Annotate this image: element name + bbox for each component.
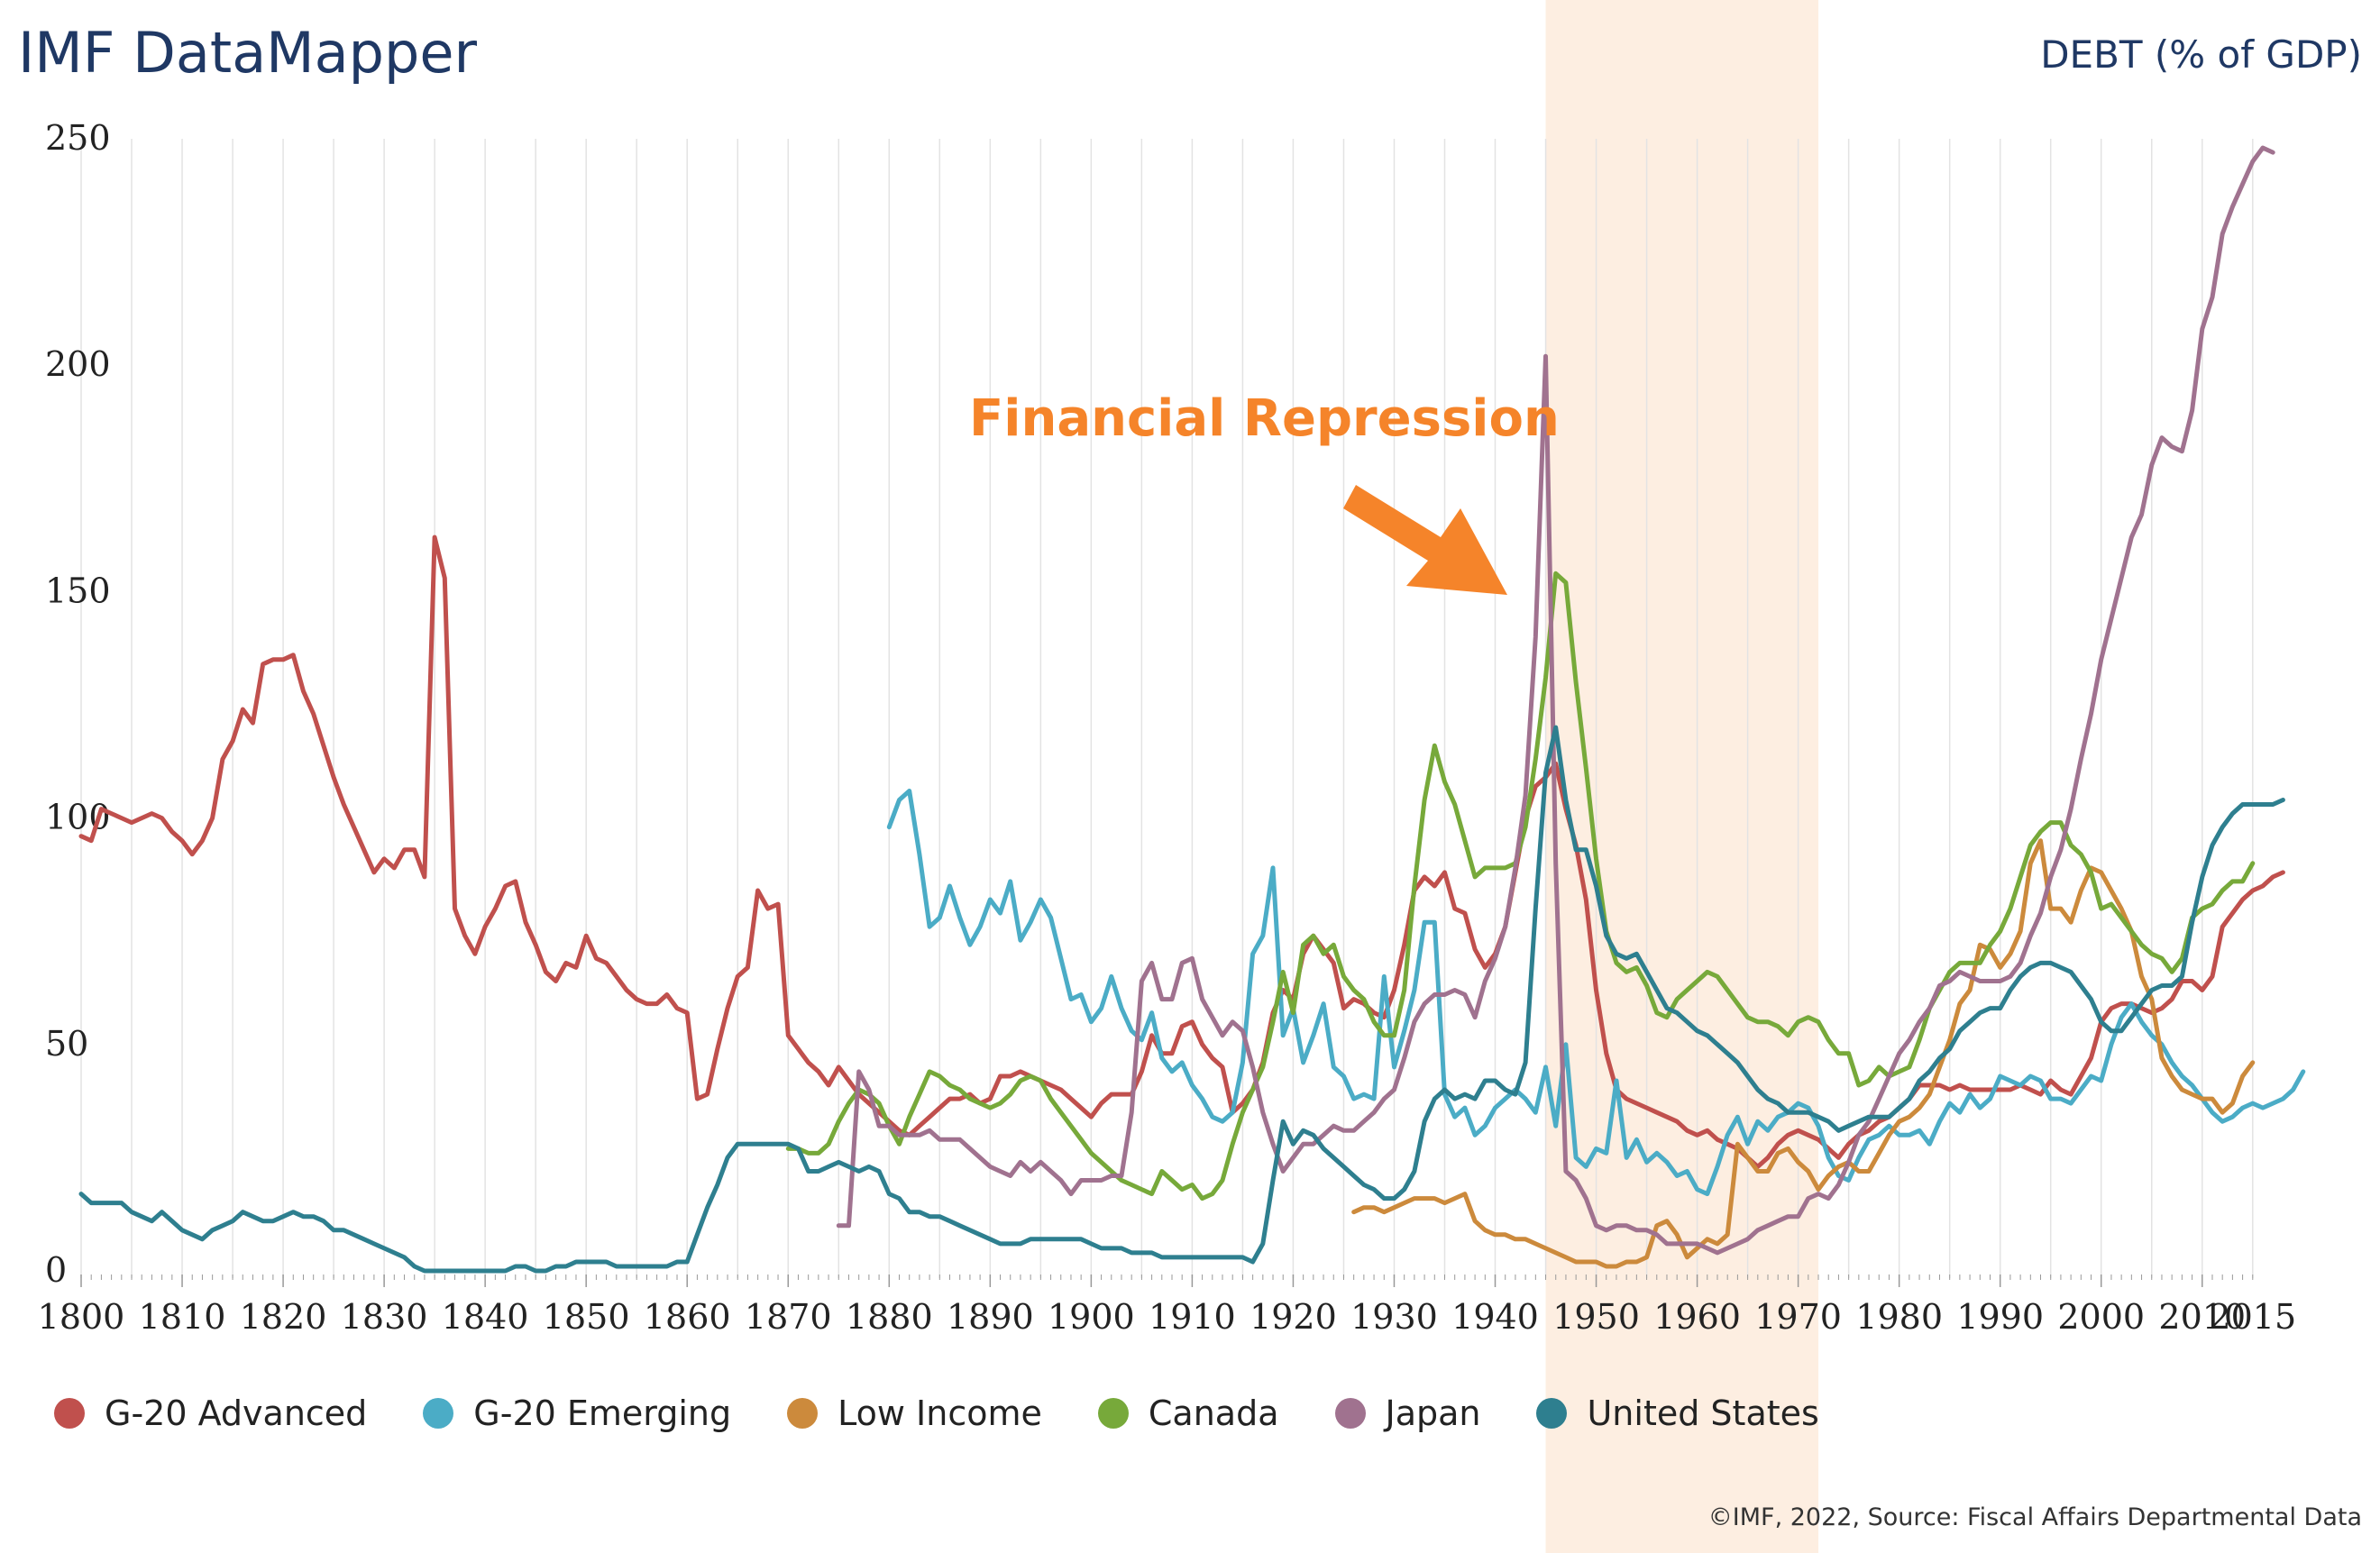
financial-repression-label: Financial Repression [969, 389, 1560, 448]
x-tick-label: 2010 [2158, 1297, 2246, 1337]
legend-item-united-states[interactable]: United States [1536, 1393, 1819, 1433]
x-tick-label: 1920 [1250, 1297, 1337, 1337]
indicator-title[interactable]: DEBT (% of GDP) [2040, 32, 2362, 77]
legend-dot-icon [787, 1398, 819, 1429]
legend-item-canada[interactable]: Canada [1097, 1393, 1279, 1433]
series-line-japan[interactable] [836, 145, 2275, 1256]
x-tick-label: 1830 [341, 1297, 428, 1337]
y-tick-label: 50 [45, 1024, 88, 1064]
legend-item-g-20-advanced[interactable]: G-20 Advanced [54, 1393, 367, 1433]
legend-label: Japan [1385, 1393, 1481, 1433]
legend-label: Canada [1148, 1393, 1279, 1433]
legend-label: G-20 Advanced [105, 1393, 368, 1433]
legend-dot-icon [1334, 1398, 1366, 1429]
chart-grid [80, 139, 2254, 1278]
chart-legend: G-20 Advanced G-20 Emerging Low Income Cana… [54, 1388, 1875, 1439]
annotation-arrow-icon [1343, 485, 1507, 595]
x-tick-label: 1930 [1350, 1297, 1438, 1337]
series-line-united-states[interactable] [78, 725, 2285, 1274]
legend-dot-icon [423, 1398, 454, 1429]
legend-label: G-20 Emerging [473, 1393, 732, 1433]
chart-series [78, 145, 2306, 1274]
legend-label: Low Income [838, 1393, 1042, 1433]
y-tick-label: 250 [45, 118, 111, 158]
x-tick-label: 1970 [1754, 1297, 1842, 1337]
legend-label: United States [1587, 1393, 1819, 1433]
x-tick-label: 1810 [139, 1297, 226, 1337]
legend-dot-icon [54, 1398, 85, 1429]
x-tick-label: 1890 [947, 1297, 1034, 1337]
x-tick-label: 1910 [1149, 1297, 1236, 1337]
legend-dot-icon [1536, 1398, 1568, 1429]
legend-item-g-20-emerging[interactable]: G-20 Emerging [423, 1393, 731, 1433]
x-axis: 1800 1810 1820 1830 1840 1850 1860 1870 1880 1890… [38, 1274, 2296, 1337]
x-tick-label: 1940 [1451, 1297, 1539, 1337]
app-title: IMF DataMapper [18, 20, 478, 86]
source-credits: ©IMF, 2022, Source: Fiscal Affairs Depar… [1707, 1503, 2362, 1531]
y-tick-label: 200 [45, 344, 111, 384]
x-tick-label: 1960 [1653, 1297, 1741, 1337]
x-tick-label: 1840 [442, 1297, 529, 1337]
x-tick-label: 1900 [1048, 1297, 1135, 1337]
y-tick-label: 0 [45, 1250, 67, 1290]
legend-item-low-income[interactable]: Low Income [787, 1393, 1042, 1433]
series-line-g-20-emerging[interactable] [886, 789, 2306, 1197]
y-tick-label: 150 [45, 571, 111, 610]
x-tick-label: 1850 [543, 1297, 630, 1337]
series-line-low-income[interactable] [1351, 838, 2256, 1269]
x-tick-label: 1860 [644, 1297, 731, 1337]
x-tick-label: 1980 [1855, 1297, 1943, 1337]
x-tick-label: 1800 [38, 1297, 125, 1337]
legend-item-japan[interactable]: Japan [1334, 1393, 1481, 1433]
x-tick-label: 2015 [2209, 1297, 2296, 1337]
x-tick-label: 1880 [846, 1297, 933, 1337]
series-line-g-20-advanced[interactable] [78, 534, 2285, 1169]
x-tick-label: 2000 [2057, 1297, 2145, 1337]
x-tick-label: 1820 [240, 1297, 327, 1337]
financial-repression-band [1545, 0, 1819, 1553]
x-tick-label: 1950 [1552, 1297, 1640, 1337]
x-tick-label: 1870 [745, 1297, 832, 1337]
x-tick-label: 1990 [1956, 1297, 2044, 1337]
legend-dot-icon [1097, 1398, 1129, 1429]
